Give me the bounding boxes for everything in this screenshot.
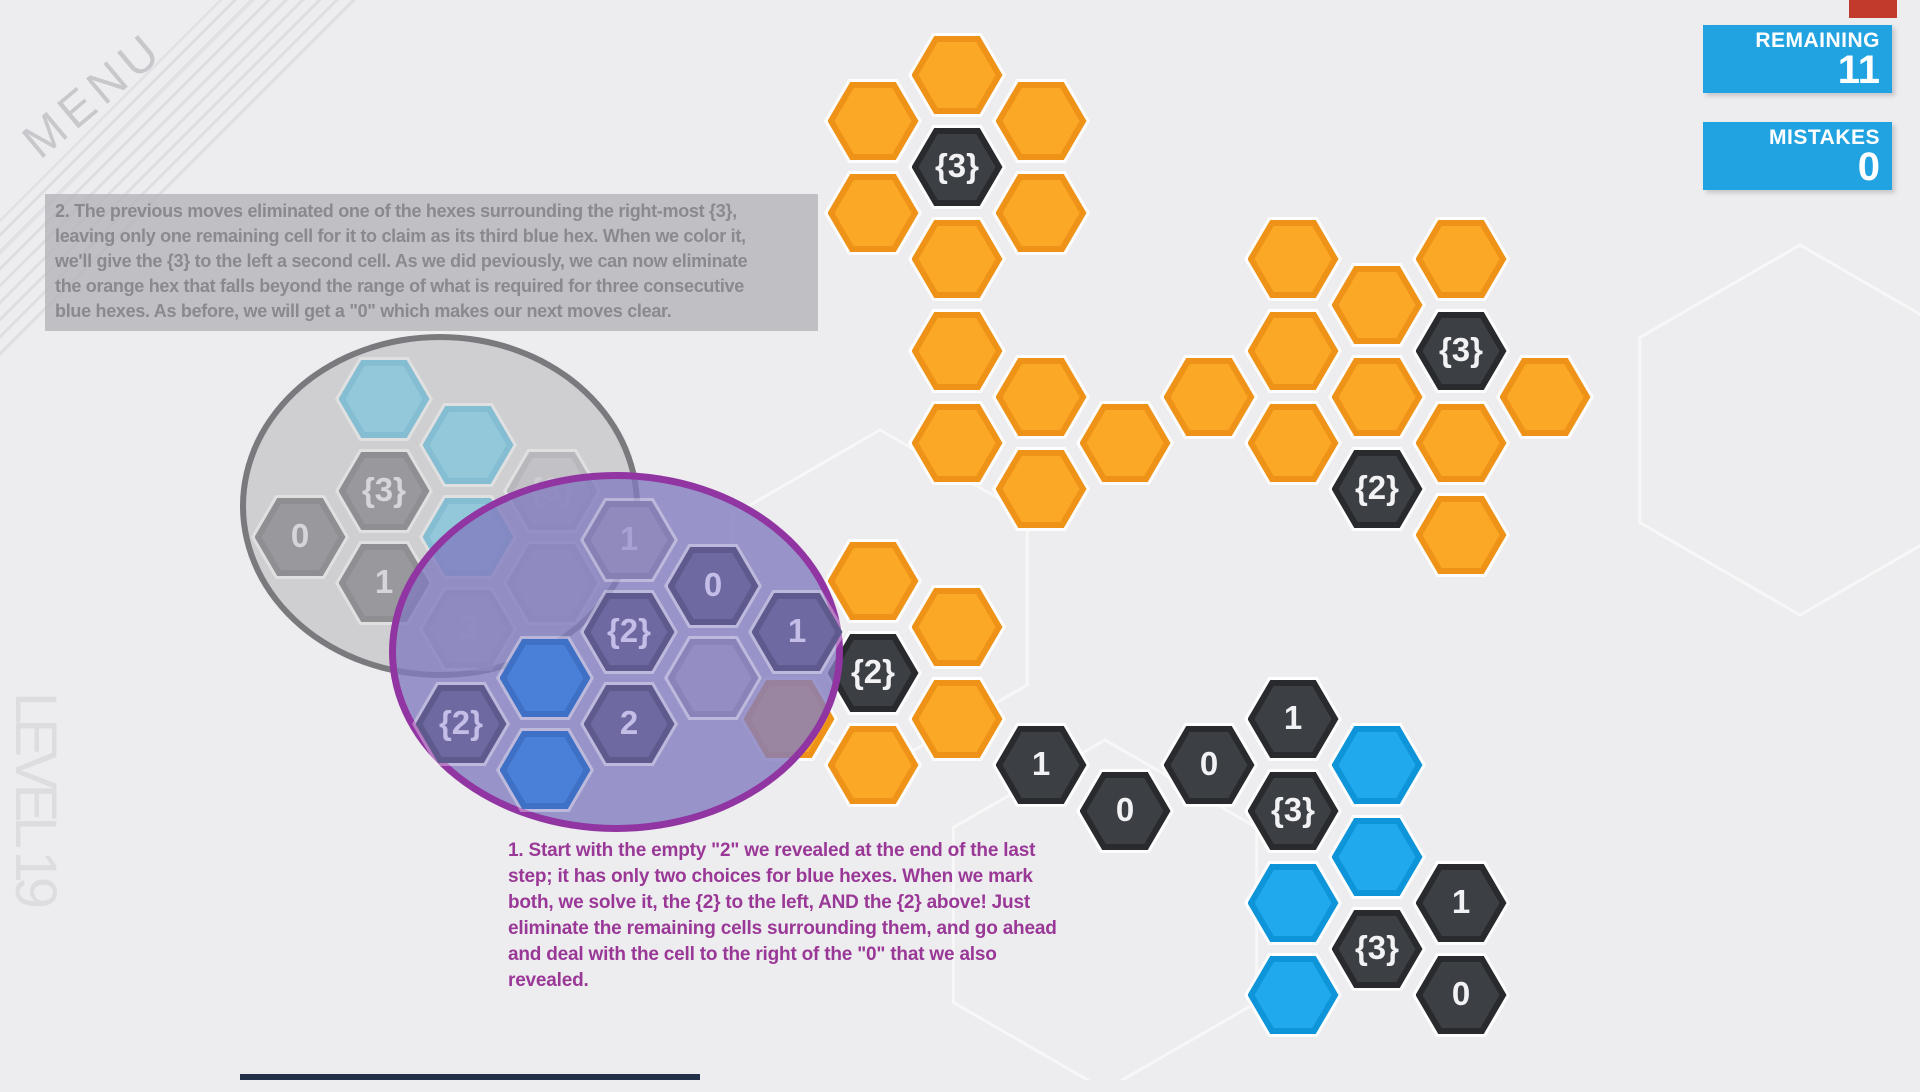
hex-cell-orange[interactable]: [1244, 309, 1342, 393]
hex-cell-orange[interactable]: [1160, 355, 1258, 439]
remaining-label: REMAINING: [1755, 29, 1880, 52]
hex-cell-dark-1[interactable]: 1: [1412, 861, 1510, 945]
hex-label: {2}: [438, 704, 484, 741]
hex-label: 1: [787, 612, 807, 649]
hex-label: {3}: [934, 147, 980, 184]
hex-cell-blue[interactable]: [1328, 723, 1426, 807]
hex-cell-blue[interactable]: [1244, 861, 1342, 945]
hex-cell-dark-3-seq[interactable]: {3}: [1328, 907, 1426, 991]
hex-label: 2: [619, 704, 639, 741]
hex-cell-pdark-2-seq: {2}: [412, 682, 510, 766]
mistakes-value: 0: [1857, 145, 1880, 189]
hex-cell-orange[interactable]: [1244, 401, 1342, 485]
hex-label: {3}: [1438, 331, 1484, 368]
tutorial-note-step1: 1. Start with the empty "2" we revealed …: [508, 840, 1057, 991]
hex-label: 1: [1031, 745, 1051, 782]
hex-label: {2}: [606, 612, 652, 649]
hex-label: 1: [1283, 699, 1303, 736]
hex-cell-dark-0[interactable]: 0: [1076, 769, 1174, 853]
hex-cell-dark-3-seq[interactable]: {3}: [1412, 309, 1510, 393]
hex-cell-orange[interactable]: [1076, 401, 1174, 485]
hex-label: {2}: [1354, 469, 1400, 506]
hex-cell-blue[interactable]: [1244, 953, 1342, 1037]
hex-cell-blue[interactable]: [1328, 815, 1426, 899]
hex-cell-gdark-0: 0: [251, 495, 349, 579]
hex-label: 0: [1451, 975, 1471, 1012]
hex-cell-dark-0[interactable]: 0: [1160, 723, 1258, 807]
hex-label: 0: [1115, 791, 1135, 828]
hex-cell-orange[interactable]: [1412, 401, 1510, 485]
hex-label: 1: [1451, 883, 1471, 920]
hex-label: 0: [703, 566, 723, 603]
tutorial-note-step2: 2. The previous moves eliminated one of …: [45, 194, 818, 331]
hex-label: {3}: [1270, 791, 1316, 828]
mistakes-counter: MISTAKES 0: [1703, 122, 1892, 190]
hex-cell-orange[interactable]: [1496, 355, 1594, 439]
hex-cell-orange[interactable]: [1328, 355, 1426, 439]
hex-cell-orange[interactable]: [1412, 493, 1510, 577]
hex-label: 0: [1199, 745, 1219, 782]
hex-cell-gdark-3-seq: {3}: [335, 449, 433, 533]
bottom-progress-bar: [240, 1074, 700, 1080]
corner-red-tab: [1849, 0, 1897, 18]
level-title: LEVEL 19: [3, 692, 68, 904]
hex-cell-orange[interactable]: [1412, 217, 1510, 301]
mistakes-label: MISTAKES: [1769, 126, 1880, 149]
hex-cell-dark-3-seq[interactable]: {3}: [1244, 769, 1342, 853]
remaining-value: 11: [1837, 48, 1880, 92]
hex-label: 0: [290, 517, 310, 554]
hex-label: 1: [619, 520, 639, 557]
hex-cell-orange[interactable]: [1244, 217, 1342, 301]
hex-cell-dark-2-seq[interactable]: {2}: [1328, 447, 1426, 531]
hex-cell-orange[interactable]: [1328, 263, 1426, 347]
watermark-hex-outline: [1638, 243, 1920, 617]
hex-cell-gblue: [419, 403, 517, 487]
hex-label: {3}: [1354, 929, 1400, 966]
remaining-counter: REMAINING 11: [1703, 25, 1892, 93]
hex-label: {3}: [361, 471, 407, 508]
hex-cell-dark-0[interactable]: 0: [1412, 953, 1510, 1037]
hex-label: {2}: [850, 653, 896, 690]
hex-label: 1: [374, 563, 394, 600]
hex-cell-dark-1[interactable]: 1: [1244, 677, 1342, 761]
hex-cell-gblue: [335, 357, 433, 441]
